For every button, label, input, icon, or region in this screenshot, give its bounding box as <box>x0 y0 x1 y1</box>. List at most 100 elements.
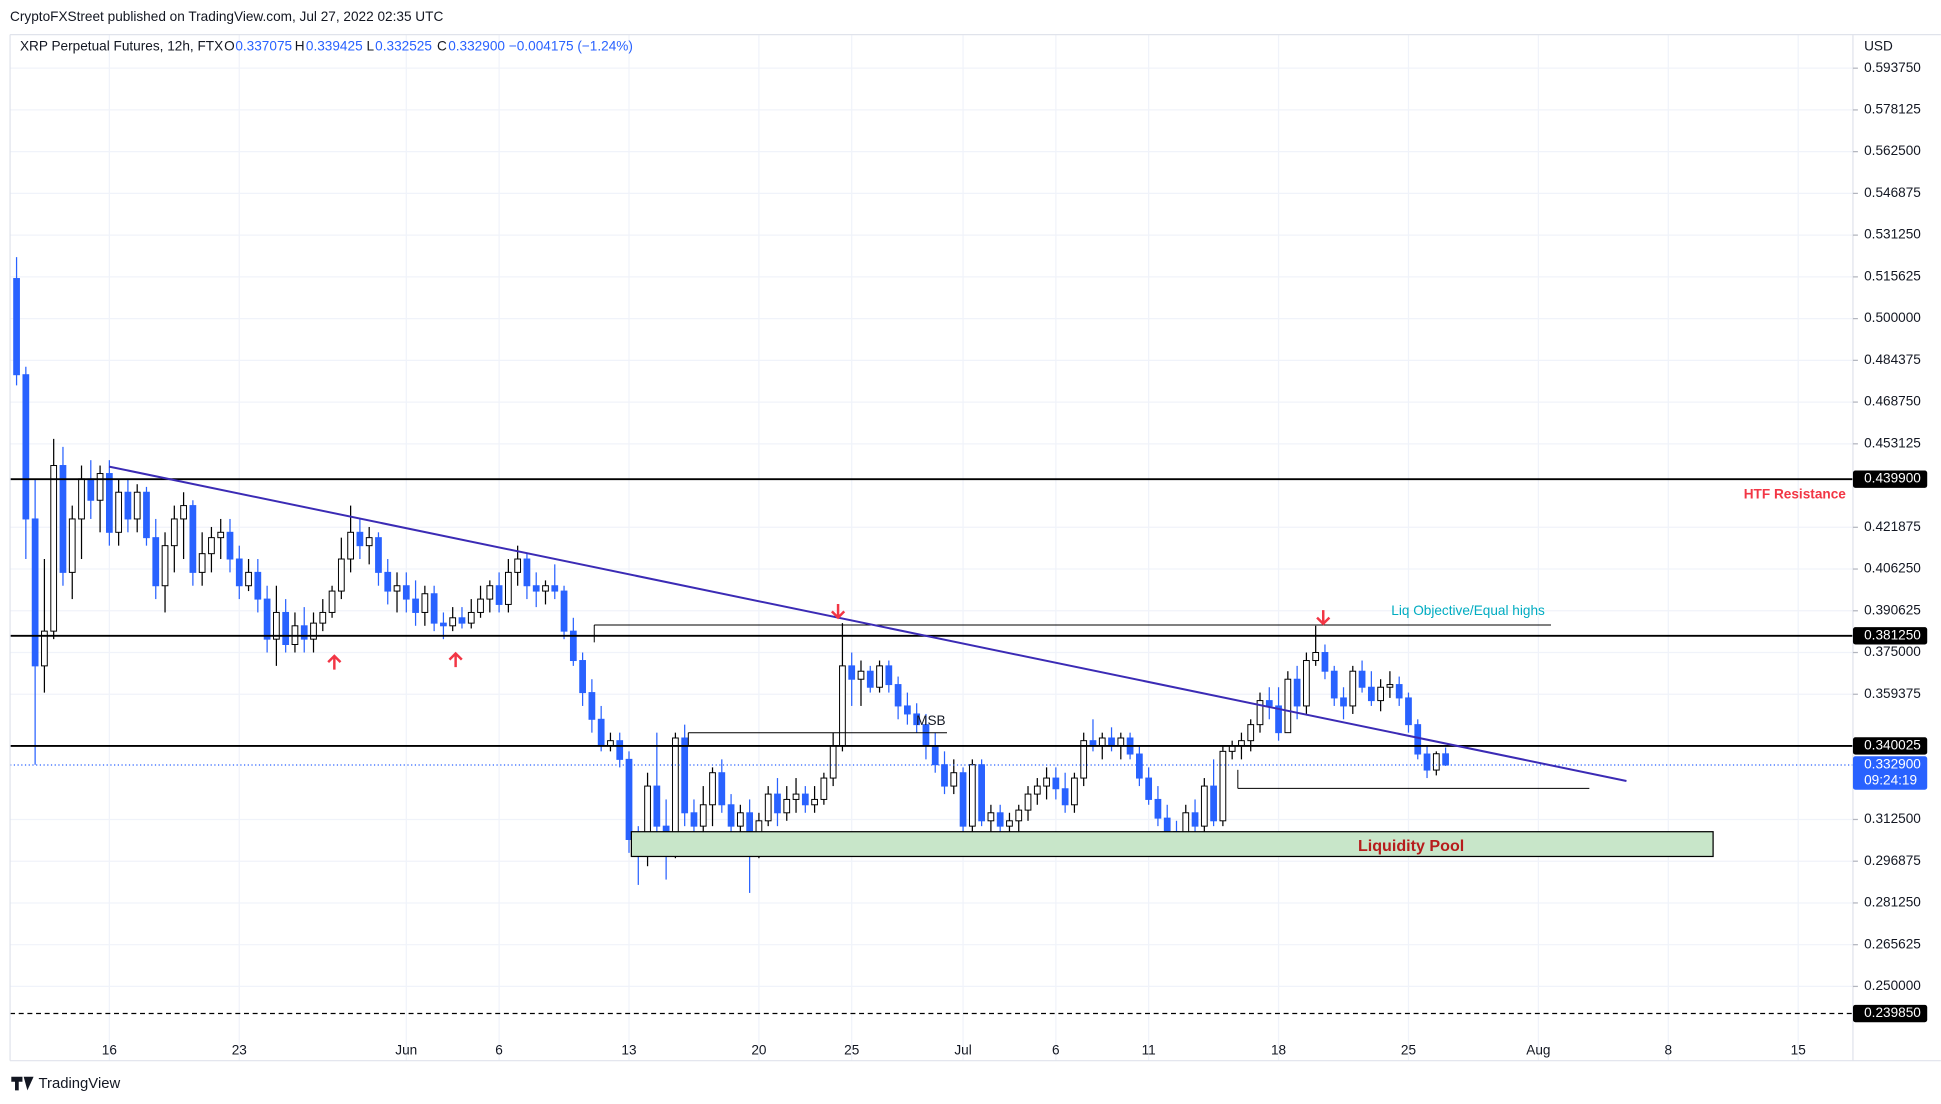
y-tick-label: 0.546875 <box>1864 185 1921 200</box>
candle-body <box>876 665 883 688</box>
currency: USD <box>1864 39 1893 54</box>
candle-body <box>829 745 837 779</box>
candle-body <box>931 745 939 766</box>
candle-body <box>616 740 624 760</box>
y-tick-label: 0.562500 <box>1864 143 1921 158</box>
candle-body <box>365 537 373 547</box>
candle-body <box>1340 697 1347 707</box>
x-tick-label: Jun <box>395 1042 417 1057</box>
candle-body <box>1210 785 1217 822</box>
candle-body <box>1275 705 1282 734</box>
candle-body <box>820 777 828 800</box>
candle-body <box>22 374 30 520</box>
candle-body <box>514 558 522 573</box>
candle-body <box>421 593 429 613</box>
candle-body <box>402 585 410 600</box>
c-key: C <box>437 39 447 54</box>
candle-body <box>1052 777 1060 790</box>
open: 0.337075 <box>235 39 292 54</box>
candle-body <box>337 558 345 592</box>
candle-body <box>1098 737 1106 747</box>
level-label: 0.340025 <box>1864 738 1921 753</box>
trendline <box>108 465 1627 782</box>
candle-body <box>950 772 958 787</box>
arrow-up <box>327 654 342 670</box>
candle-body <box>1145 777 1153 800</box>
candle-body <box>1321 652 1329 672</box>
candle-body <box>282 611 290 645</box>
candle-body <box>1136 753 1143 779</box>
y-tick-label: 0.515625 <box>1864 268 1921 283</box>
candle-body <box>328 590 336 613</box>
candle-body <box>1080 740 1088 779</box>
y-tick-label: 0.312500 <box>1864 811 1921 826</box>
candle-body <box>477 598 484 613</box>
candle-body <box>718 772 726 806</box>
candle-body <box>208 537 215 555</box>
x-tick-label: Aug <box>1526 1042 1550 1057</box>
candle-body <box>1163 817 1171 832</box>
candle-body <box>31 518 39 667</box>
candle-body <box>105 473 113 533</box>
candle-body <box>41 630 48 667</box>
h-key: H <box>295 39 305 54</box>
legend: XRP Perpetual Futures, 12h, FTX O 0.3370… <box>20 39 633 54</box>
candle-body <box>1043 777 1050 787</box>
candle-body <box>1117 737 1125 747</box>
x-tick-label: 8 <box>1665 1042 1673 1057</box>
x-tick-label: 25 <box>844 1042 859 1057</box>
candle-body <box>143 491 150 539</box>
brand-logo <box>11 1076 34 1091</box>
candle-body <box>440 622 447 627</box>
candle-body <box>1330 670 1338 699</box>
y-tick-label: 0.531250 <box>1864 227 1921 242</box>
y-tick-label: 0.296875 <box>1864 853 1921 868</box>
candle-body <box>774 793 781 814</box>
candle-body <box>180 505 187 520</box>
candle-body <box>978 764 985 822</box>
y-tick-label: 0.421875 <box>1864 519 1921 534</box>
candle-body <box>579 660 586 694</box>
candle-body <box>1256 700 1264 726</box>
symbol: XRP Perpetual Futures, 12h, FTX <box>20 39 223 54</box>
level-label-bg <box>1852 737 1928 755</box>
candle-body <box>68 518 76 573</box>
arrow-down <box>831 603 846 620</box>
msb-label: MSB <box>916 713 946 728</box>
candle-body <box>458 617 466 624</box>
candle-body <box>226 531 234 560</box>
close: 0.332900 <box>448 39 505 54</box>
level-label-bg <box>1852 627 1928 645</box>
y-tick-label: 0.593750 <box>1864 60 1921 75</box>
candle-body <box>866 670 874 688</box>
candle-body <box>597 718 605 747</box>
x-tick-label: 16 <box>102 1042 117 1057</box>
candle-body <box>254 571 262 600</box>
candle-body <box>384 571 392 592</box>
candle-body <box>78 478 85 520</box>
level-label: 0.239850 <box>1864 1005 1921 1020</box>
candle-body <box>1154 798 1162 819</box>
candle-body <box>625 758 633 840</box>
candle-body <box>189 505 197 573</box>
candle-body <box>1284 678 1292 734</box>
candle-body <box>1303 660 1310 707</box>
candle-body <box>792 793 800 800</box>
y-tick-label: 0.468750 <box>1864 394 1921 409</box>
candle-body <box>1108 737 1115 747</box>
candle-body <box>310 622 317 640</box>
candle-body <box>653 785 661 827</box>
candle-body <box>356 531 364 547</box>
y-tick-label: 0.359375 <box>1864 686 1921 701</box>
candle-body <box>50 465 58 632</box>
x-tick-label: 11 <box>1142 1042 1156 1057</box>
candle-body <box>894 684 902 707</box>
candle-body <box>393 585 401 592</box>
y-tick-label: 0.484375 <box>1864 352 1921 367</box>
brand: TradingView <box>39 1076 121 1092</box>
candle-body <box>245 571 252 587</box>
candle-body <box>690 812 698 827</box>
change: −0.004175 (−1.24%) <box>509 39 633 54</box>
htf-label: HTF Resistance <box>1744 487 1847 502</box>
